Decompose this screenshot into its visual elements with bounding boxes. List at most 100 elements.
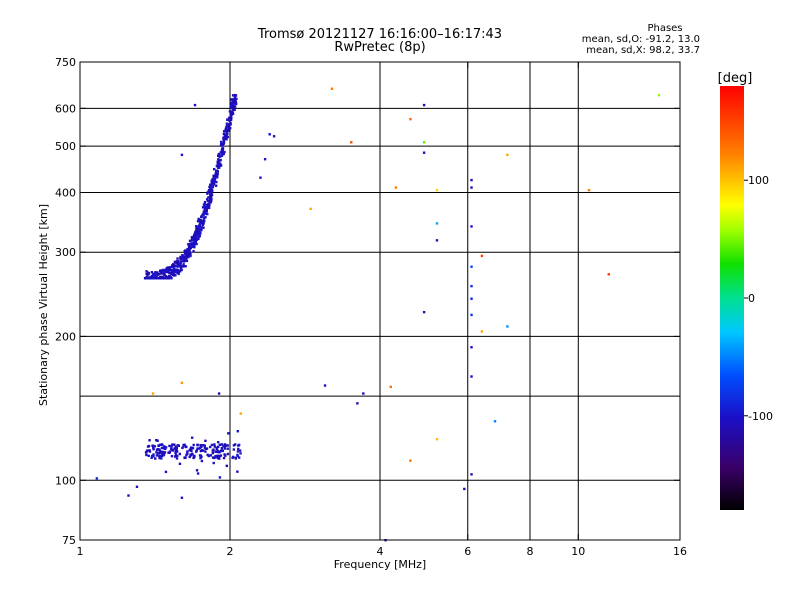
trace-point — [210, 443, 214, 447]
trace-point — [204, 211, 207, 214]
y-tick-label: 750 — [55, 56, 76, 69]
trace-point — [217, 152, 221, 156]
trace-point — [95, 477, 99, 480]
trace-point — [217, 158, 220, 161]
trace-point — [199, 218, 202, 222]
trace-point — [171, 263, 175, 267]
trace-point — [213, 175, 216, 178]
trace-point — [160, 454, 163, 457]
trace-point — [174, 455, 177, 458]
trace-point — [175, 449, 178, 452]
trace-point — [199, 221, 202, 225]
trace-point — [198, 228, 202, 231]
trace-point — [170, 269, 173, 272]
trace-point — [470, 313, 473, 317]
trace-point — [219, 162, 222, 165]
trace-point — [210, 199, 213, 202]
trace-point — [422, 151, 426, 154]
colorbar-label: [deg] — [718, 71, 753, 86]
trace-point — [171, 443, 174, 446]
trace-point — [184, 456, 187, 459]
trace-point — [225, 135, 228, 138]
x-tick-label: 2 — [227, 545, 234, 558]
colorbar-tick-label: 100 — [748, 174, 769, 187]
trace-point — [150, 271, 154, 274]
trace-point — [470, 375, 473, 378]
trace-point — [150, 456, 153, 459]
trace-point — [155, 272, 159, 276]
trace-point — [234, 443, 237, 446]
trace-point — [182, 263, 185, 266]
trace-point — [197, 237, 200, 240]
trace-point — [435, 437, 439, 441]
trace-point — [173, 443, 176, 446]
trace-point — [356, 402, 359, 405]
trace-point — [234, 99, 237, 103]
trace-point — [218, 454, 221, 458]
trace-point — [587, 188, 591, 192]
trace-point — [237, 456, 241, 459]
trace-point — [200, 215, 203, 218]
trace-point — [219, 454, 223, 457]
colorbar — [720, 86, 744, 510]
trace-point — [222, 137, 225, 141]
trace-point — [166, 268, 170, 271]
trace-point — [184, 265, 187, 268]
trace-point — [219, 151, 222, 154]
trace-point — [216, 455, 219, 459]
trace-point — [145, 276, 148, 279]
trace-point — [470, 225, 473, 228]
trace-point — [207, 202, 211, 205]
trace-point — [198, 234, 201, 238]
trace-point — [176, 260, 180, 263]
trace-point — [222, 142, 225, 145]
trace-point — [212, 180, 215, 183]
trace-point — [225, 137, 228, 141]
trace-point — [225, 464, 229, 468]
trace-point — [272, 135, 276, 138]
trace-point — [204, 450, 207, 453]
trace-point — [187, 255, 190, 259]
colorbar-tick-label: 0 — [748, 292, 755, 305]
trace-point — [199, 454, 203, 457]
trace-point — [235, 97, 238, 101]
trace-point — [184, 256, 188, 260]
x-tick-label: 10 — [571, 545, 585, 558]
trace-point — [470, 473, 473, 476]
trace-point — [179, 260, 182, 264]
trace-point — [212, 168, 216, 171]
trace-point — [210, 197, 213, 201]
trace-point — [224, 444, 228, 447]
trace-point — [209, 445, 212, 449]
trace-point — [210, 180, 213, 183]
trace-point — [394, 186, 398, 189]
trace-point — [148, 439, 151, 442]
trace-point — [182, 443, 185, 447]
trace-point — [217, 154, 221, 157]
chart-title: Tromsø 20121127 16:16:00–16:17:43 — [257, 27, 503, 42]
trace-point — [223, 134, 227, 137]
trace-point — [158, 455, 162, 458]
trace-point — [211, 185, 215, 188]
trace-point — [162, 268, 165, 272]
trace-point — [323, 384, 327, 387]
trace-point — [152, 448, 155, 451]
trace-point — [422, 103, 426, 107]
trace-point — [182, 265, 185, 268]
trace-point — [145, 272, 148, 276]
trace-point — [174, 451, 177, 454]
trace-point — [204, 210, 207, 213]
trace-point — [170, 448, 174, 451]
trace-point — [506, 325, 509, 328]
trace-point — [206, 204, 209, 207]
trace-point — [163, 273, 166, 276]
trace-point — [216, 176, 219, 179]
trace-point — [201, 206, 205, 209]
trace-point — [182, 445, 185, 448]
trace-point — [216, 449, 220, 453]
trace-point — [196, 472, 200, 475]
trace-point — [228, 110, 232, 113]
trace-point — [177, 263, 181, 267]
trace-point — [155, 454, 159, 457]
